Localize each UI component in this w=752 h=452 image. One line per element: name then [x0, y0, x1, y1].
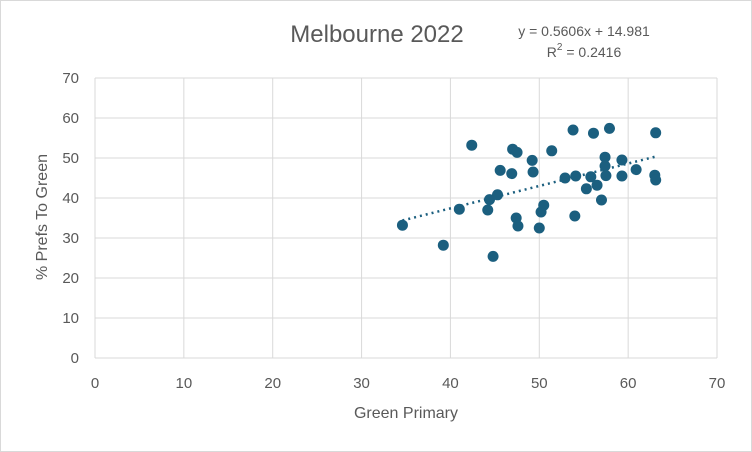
x-tick-label: 20 [264, 375, 281, 392]
data-point [600, 170, 612, 182]
data-point [603, 122, 615, 134]
data-point [484, 194, 496, 206]
data-point [585, 171, 597, 183]
data-point [595, 194, 607, 206]
data-point [591, 179, 603, 191]
data-point [650, 174, 662, 186]
data-point [569, 210, 581, 222]
data-points [396, 122, 662, 262]
data-point [506, 168, 518, 180]
y-tick-label: 40 [62, 190, 79, 207]
data-point [527, 166, 539, 178]
r-squared-value: = 0.2416 [562, 44, 621, 60]
data-point [492, 189, 504, 201]
y-tick-label: 70 [62, 70, 79, 87]
x-tick-label: 60 [620, 375, 637, 392]
r-squared-superscript: 2 [557, 42, 563, 53]
data-point [599, 151, 611, 163]
data-point [533, 222, 545, 234]
tick-labels: 0 10 20 30 40 50 60 70 0 10 20 30 40 50 60 70 [62, 70, 725, 392]
data-point [599, 160, 611, 172]
data-point [587, 127, 599, 139]
data-point [570, 170, 582, 182]
gridlines [94, 77, 718, 359]
data-point [559, 172, 571, 184]
r-squared-prefix: R [547, 44, 557, 60]
data-point [437, 239, 449, 251]
data-point [567, 124, 579, 136]
x-tick-label: 40 [442, 375, 459, 392]
chart-title: Melbourne 2022 [290, 21, 463, 48]
data-point [546, 145, 558, 157]
y-tick-label: 30 [62, 230, 79, 247]
data-point [526, 154, 538, 166]
y-tick-label: 60 [62, 110, 79, 127]
data-point [396, 219, 408, 231]
x-tick-label: 70 [709, 375, 726, 392]
data-point [616, 170, 628, 182]
data-point [511, 146, 523, 158]
data-point [630, 164, 642, 176]
data-point [482, 204, 494, 216]
trendline [402, 155, 656, 222]
data-point [580, 183, 592, 195]
x-tick-label: 50 [531, 375, 548, 392]
data-point [466, 139, 478, 151]
r-squared-label: R2 = 0.2416 [547, 42, 622, 60]
y-tick-label: 50 [62, 150, 79, 167]
data-point [487, 250, 499, 262]
y-tick-label: 10 [62, 310, 79, 327]
x-tick-label: 0 [91, 375, 99, 392]
trendline-equation: y = 0.5606x + 14.981 [518, 23, 650, 39]
data-point [650, 127, 662, 139]
data-point [538, 199, 550, 211]
data-point [512, 220, 524, 232]
x-tick-label: 30 [353, 375, 370, 392]
y-tick-label: 20 [62, 270, 79, 287]
data-point [453, 203, 465, 215]
x-tick-label: 10 [176, 375, 193, 392]
y-axis-label: % Prefs To Green [34, 154, 51, 280]
data-point [494, 164, 506, 176]
x-axis-label: Green Primary [354, 405, 458, 422]
y-tick-label: 0 [71, 350, 79, 367]
data-point [616, 154, 628, 166]
